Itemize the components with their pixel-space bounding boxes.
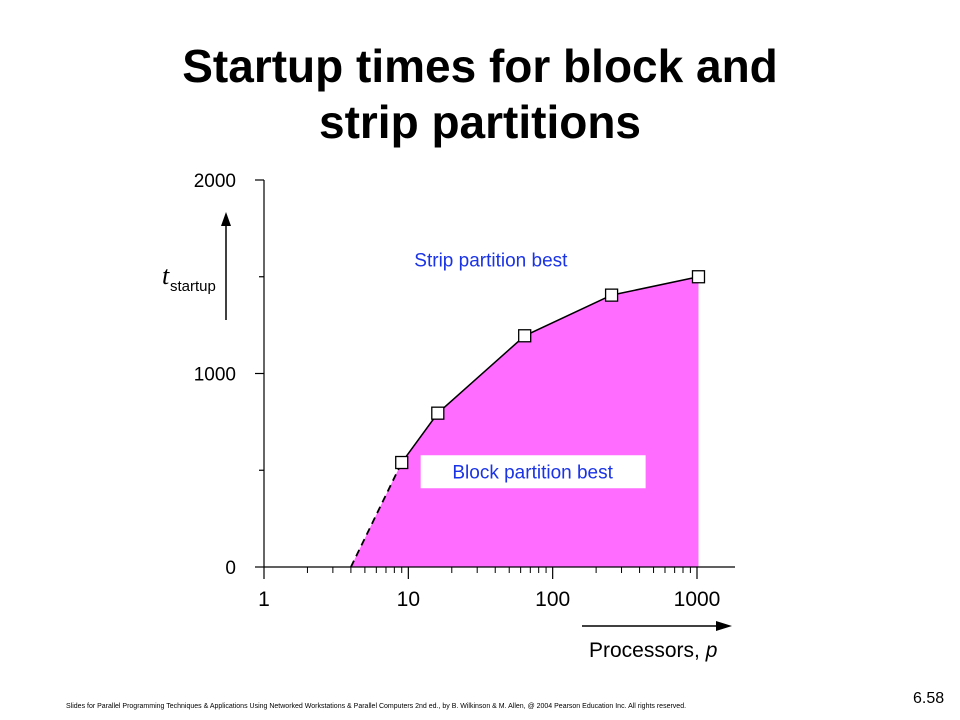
x-tick-label-1: 1 [258, 588, 270, 611]
x-axis-label-variable: p [705, 639, 718, 662]
data-point-square [604, 288, 619, 302]
slide-title-line-2: strip partitions [318, 96, 642, 148]
data-point-square [691, 270, 706, 284]
data-point-square [395, 455, 409, 470]
x-axis-label-text: Processors, [589, 639, 706, 662]
y-tick-label-2000: 2000 [194, 171, 236, 192]
x-tick-label-10: 10 [397, 588, 420, 611]
x-axis-arrow-head [716, 621, 732, 631]
slide-title-line-1: Startup times for block and [182, 40, 778, 92]
y-axis-label-subscript: startup [170, 278, 216, 295]
label-layer: Strip partition best Block partition best [414, 250, 646, 489]
strip-partition-label: Strip partition best [414, 250, 568, 271]
block-partition-label: Block partition best [452, 462, 613, 483]
block-region-fill-layer [350, 276, 699, 567]
y-axis-label: t [162, 261, 170, 290]
data-point-square [431, 406, 445, 420]
data-point-square [518, 329, 532, 343]
y-axis-arrow-head [221, 212, 231, 226]
slide-number: 6.58 [913, 690, 945, 707]
block-partition-label-box [420, 455, 646, 489]
x-axis-label: Processors, p [589, 639, 717, 662]
block-region-fill [350, 276, 699, 567]
series-layer [350, 270, 706, 568]
axes-layer: 0 1000 2000 1 10 100 1000 t startup Processors, p [162, 171, 735, 662]
slide-title: Startup times for block and strip partit… [0, 38, 960, 150]
x-tick-label-100: 100 [535, 588, 570, 611]
extrapolation-dashed-line [350, 462, 403, 568]
footer-credit: Slides for Parallel Programming Techniqu… [66, 703, 687, 710]
x-tick-label-1000: 1000 [674, 588, 721, 611]
y-tick-label-1000: 1000 [194, 365, 236, 386]
y-tick-label-0: 0 [225, 558, 236, 579]
